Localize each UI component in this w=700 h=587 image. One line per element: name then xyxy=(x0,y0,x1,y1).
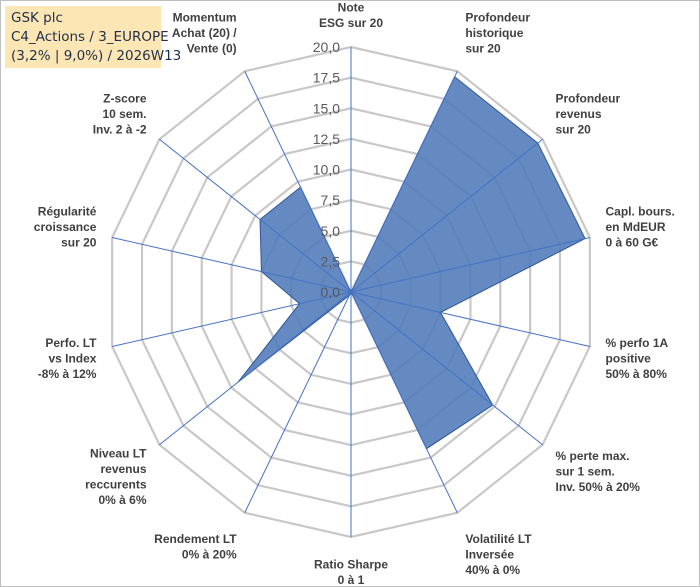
tick-label: 15,0 xyxy=(313,100,340,116)
axis-spoke xyxy=(112,236,352,293)
axis-label: Rendement LT 0% à 20% xyxy=(154,532,237,562)
tick-label: 10,0 xyxy=(313,162,340,178)
axis-spoke xyxy=(350,291,543,446)
tick-label: 0,0 xyxy=(321,284,341,300)
axis-label: Note ESG sur 20 xyxy=(319,1,383,31)
axis-label: Momentum Achat (20) / Vente (0) xyxy=(172,11,237,56)
tick-label: 20,0 xyxy=(313,39,340,55)
axis-spoke xyxy=(159,291,352,446)
axis-spoke xyxy=(244,291,352,513)
axis-label: % perte max. sur 1 sem. Inv. 50% à 20% xyxy=(555,449,640,494)
tick-label: 7,5 xyxy=(321,192,341,208)
axis-spoke xyxy=(159,138,352,293)
axis-label: Niveau LT revenus reccurents 0% à 6% xyxy=(85,446,147,507)
axis-spoke xyxy=(112,291,352,348)
axis-label: Profondeur revenus sur 20 xyxy=(555,91,620,136)
chart-title-category: C4_Actions / 3_EUROPE xyxy=(11,29,169,45)
axis-spoke xyxy=(350,138,543,293)
axis-spoke xyxy=(350,71,458,293)
tick-label: 5,0 xyxy=(321,223,341,239)
axis-label: Z-score 10 sem. Inv. 2 à -2 xyxy=(93,91,147,136)
axis-label: Perfo. LT vs Index -8% à 12% xyxy=(38,336,97,381)
chart-title-stats: (3,2% | 9,0%) / 2026W13 xyxy=(11,48,182,64)
axis-label: Régularité croissance sur 20 xyxy=(34,204,97,249)
axis-label: Volatilité LT Inversée 40% à 0% xyxy=(465,532,532,577)
axis-label: Capl. bours. en MdEUR 0 à 60 G€ xyxy=(606,204,675,249)
chart-title-company: GSK plc xyxy=(11,10,63,26)
tick-label: 2,5 xyxy=(321,253,341,269)
axis-spoke xyxy=(350,291,458,513)
axis-spoke xyxy=(350,236,590,293)
axis-spoke xyxy=(350,291,590,348)
axis-label: Profondeur historique sur 20 xyxy=(465,11,530,56)
chart-title-box: GSK plc C4_Actions / 3_EUROPE (3,2% | 9,… xyxy=(5,6,182,68)
tick-label: 17,5 xyxy=(313,70,340,86)
axis-spoke xyxy=(244,71,352,293)
axis-label: % perfo 1A positive 50% à 80% xyxy=(606,336,669,381)
tick-label: 12,5 xyxy=(313,131,340,147)
axis-label: Ratio Sharpe 0 à 1 xyxy=(314,558,388,587)
